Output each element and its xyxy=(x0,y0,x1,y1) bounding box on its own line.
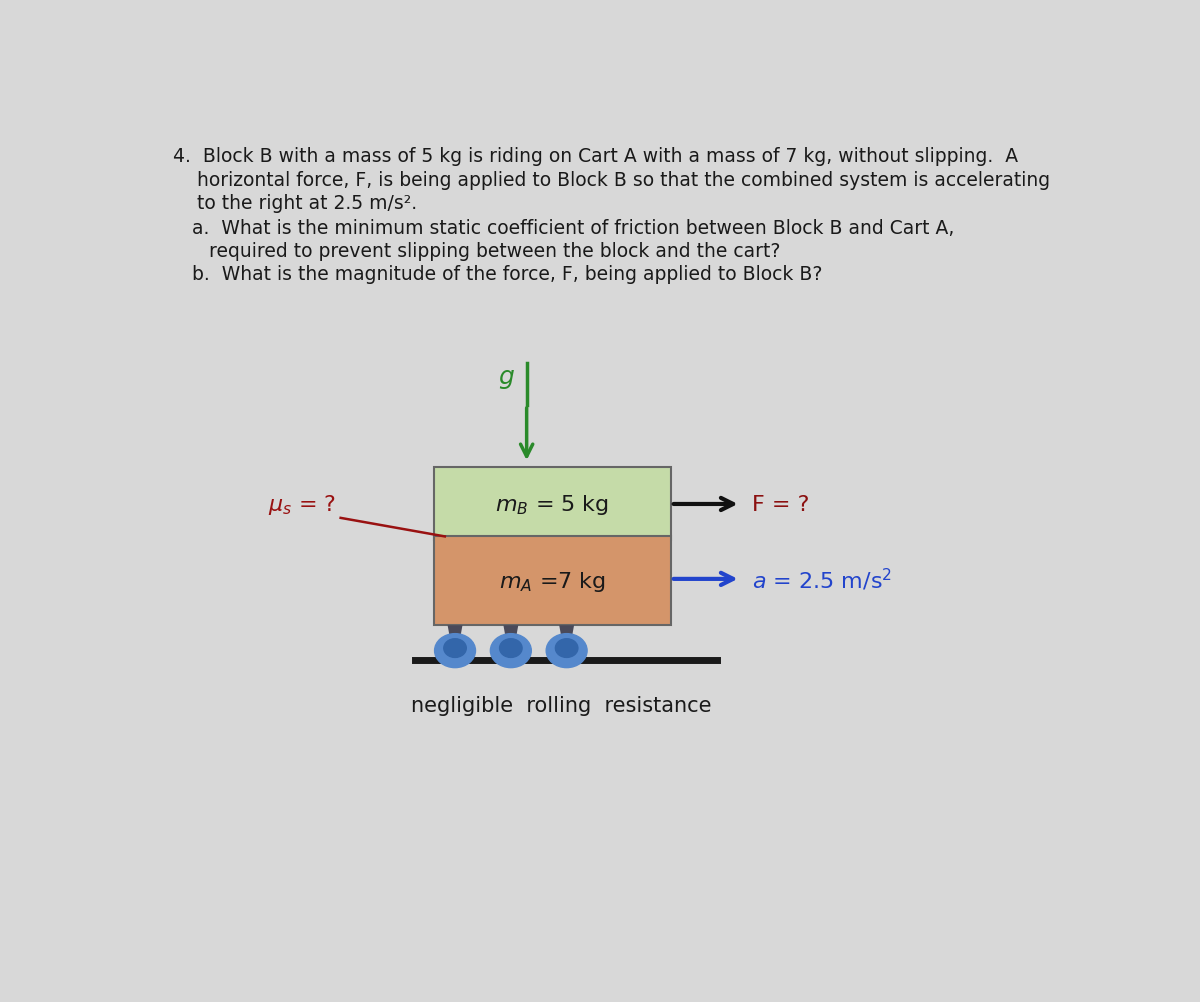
Text: F = ?: F = ? xyxy=(751,494,809,514)
Text: to the right at 2.5 m/s².: to the right at 2.5 m/s². xyxy=(173,193,418,212)
Text: g: g xyxy=(498,365,514,389)
Bar xyxy=(433,467,671,541)
Text: $a$ = 2.5 m/s$^2$: $a$ = 2.5 m/s$^2$ xyxy=(751,566,892,592)
Text: a.  What is the minimum static coefficient of friction between Block B and Cart : a. What is the minimum static coefficien… xyxy=(192,219,954,238)
Text: $m_B$ = 5 kg: $m_B$ = 5 kg xyxy=(496,492,610,516)
Circle shape xyxy=(499,639,522,657)
Text: 4.  Block B with a mass of 5 kg is riding on Cart A with a mass of 7 kg, without: 4. Block B with a mass of 5 kg is riding… xyxy=(173,147,1019,166)
Text: negligible  rolling  resistance: negligible rolling resistance xyxy=(412,695,712,715)
Text: $\mu_s$ = ?: $\mu_s$ = ? xyxy=(268,492,336,516)
Circle shape xyxy=(444,639,467,657)
Circle shape xyxy=(546,634,587,668)
Circle shape xyxy=(556,639,578,657)
Polygon shape xyxy=(504,625,518,650)
Circle shape xyxy=(434,634,475,668)
Polygon shape xyxy=(448,625,462,650)
Circle shape xyxy=(491,634,532,668)
Text: horizontal force, F, is being applied to Block B so that the combined system is : horizontal force, F, is being applied to… xyxy=(173,170,1050,189)
Polygon shape xyxy=(559,625,574,650)
Text: b.  What is the magnitude of the force, F, being applied to Block B?: b. What is the magnitude of the force, F… xyxy=(192,265,822,284)
Bar xyxy=(433,537,671,625)
Text: required to prevent slipping between the block and the cart?: required to prevent slipping between the… xyxy=(209,241,780,261)
Text: $m_A$ =7 kg: $m_A$ =7 kg xyxy=(499,569,606,593)
